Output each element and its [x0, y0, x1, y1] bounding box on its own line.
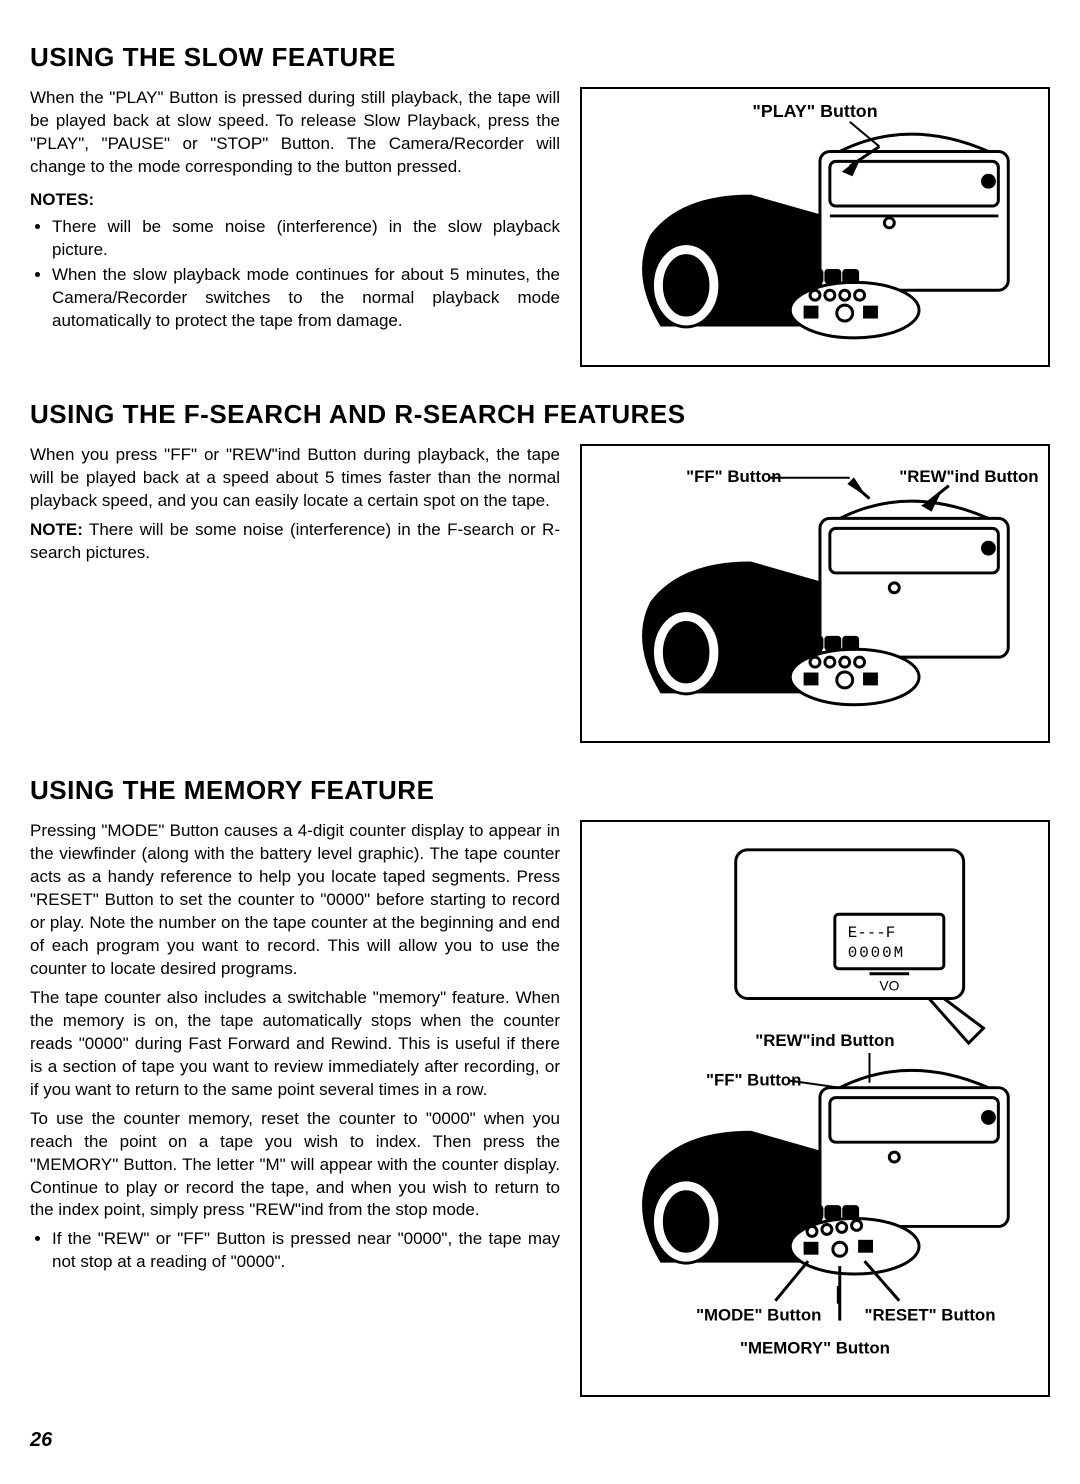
ff-label: "FF" Button: [706, 1071, 801, 1090]
notes-list: If the "REW" or "FF" Button is pressed n…: [30, 1228, 560, 1274]
figure-slow: "PLAY" Button: [580, 87, 1050, 367]
note-item: If the "REW" or "FF" Button is pressed n…: [52, 1228, 560, 1274]
reset-label: "RESET" Button: [865, 1306, 996, 1325]
section-slow: USING THE SLOW FEATURE When the "PLAY" B…: [30, 40, 1050, 367]
camcorder-diagram-icon: "FF" Button "REW"ind Button: [592, 454, 1038, 732]
section-memory: USING THE MEMORY FEATURE Pressing "MODE"…: [30, 773, 1050, 1397]
memory-label: "MEMORY" Button: [740, 1339, 890, 1358]
text-fsearch: When you press "FF" or "REW"ind Button d…: [30, 444, 560, 571]
camcorder-diagram-icon: "PLAY" Button: [592, 97, 1038, 355]
note-item: There will be some noise (interference) …: [52, 216, 560, 262]
rew-label: "REW"ind Button: [755, 1032, 894, 1051]
camcorder-viewfinder-diagram-icon: E---F 0000M VO "REW"ind Button "FF" Butt…: [592, 830, 1038, 1385]
para: To use the counter memory, reset the cou…: [30, 1108, 560, 1223]
counter-line1: E---F: [848, 925, 896, 943]
notes-list: There will be some noise (interference) …: [30, 216, 560, 333]
figure-memory: E---F 0000M VO "REW"ind Button "FF" Butt…: [580, 820, 1050, 1397]
heading-fsearch: USING THE F-SEARCH AND R-SEARCH FEATURES: [30, 397, 1050, 432]
para: When you press "FF" or "REW"ind Button d…: [30, 444, 560, 513]
heading-memory: USING THE MEMORY FEATURE: [30, 773, 1050, 808]
para: The tape counter also includes a switcha…: [30, 987, 560, 1102]
note-item: When the slow playback mode continues fo…: [52, 264, 560, 333]
page-number: 26: [30, 1427, 1050, 1454]
counter-line3: VO: [879, 978, 899, 994]
text-slow: When the "PLAY" Button is pressed during…: [30, 87, 560, 334]
mode-label: "MODE" Button: [696, 1306, 821, 1325]
para: Pressing "MODE" Button causes a 4-digit …: [30, 820, 560, 981]
section-fsearch: USING THE F-SEARCH AND R-SEARCH FEATURES…: [30, 397, 1050, 744]
ff-label: "FF" Button: [686, 467, 781, 486]
play-label: "PLAY" Button: [752, 101, 877, 121]
para: When the "PLAY" Button is pressed during…: [30, 87, 560, 179]
note-inline: NOTE: There will be some noise (interfer…: [30, 519, 560, 565]
text-memory: Pressing "MODE" Button causes a 4-digit …: [30, 820, 560, 1276]
notes-label: NOTES:: [30, 189, 560, 212]
counter-line2: 0000M: [848, 944, 905, 962]
figure-fsearch: "FF" Button "REW"ind Button: [580, 444, 1050, 744]
rew-label: "REW"ind Button: [899, 467, 1038, 486]
heading-slow: USING THE SLOW FEATURE: [30, 40, 1050, 75]
